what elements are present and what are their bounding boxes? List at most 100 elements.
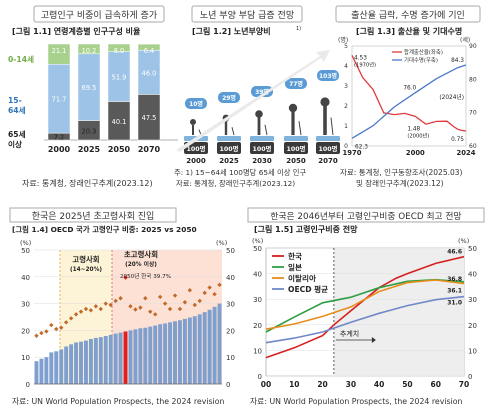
p1-value-elderly-2050: 40.1	[112, 118, 127, 126]
p1-value-working-2000: 71.7	[52, 96, 67, 104]
p4-bar-2025-6	[64, 346, 69, 384]
p2-base-label-2000: 100명	[187, 144, 206, 153]
p5-ytick-left-0: 0	[258, 373, 262, 381]
p2-xtick-2070: 2070	[318, 157, 338, 165]
p1-value-children-2050: 8.0	[114, 47, 125, 55]
p3-legend-label-0: 합계출산율(좌축)	[404, 48, 443, 56]
p3-legend-label-1: 기대수명(우축)	[404, 56, 438, 64]
p5-xtick-30: 30	[346, 380, 356, 389]
p4-diamond-2050-13	[98, 306, 103, 312]
p4-bar-2025-28	[173, 321, 177, 384]
p4-band-super-range: (20% 이상)	[125, 260, 157, 268]
p4-diamond-2050-20	[133, 307, 138, 312]
p2-xtick-2025: 2025	[219, 157, 239, 165]
p4-diamond-2050-32	[192, 302, 197, 308]
p5-xtick-20: 20	[317, 380, 327, 389]
p2-value-label-2050: 77명	[289, 80, 303, 88]
p2-person-head-2030	[255, 110, 263, 118]
p4-unit-left: (%)	[20, 239, 31, 247]
p2-platform-2070	[316, 136, 340, 141]
p2-base-2070	[316, 142, 340, 154]
panel-3-fig-label: [그림 1.3] 출산율 및 기대수명	[356, 26, 462, 36]
p2-xtick-2000: 2000	[186, 157, 206, 165]
panel-4-title: 한국은 2025년 초고령사회 진입	[32, 210, 155, 222]
p3-line-life-expectancy	[351, 64, 467, 139]
p4-bar-2025-23	[148, 326, 153, 384]
p4-bar-2025-34	[202, 312, 207, 384]
p4-ytick-right-0: 0	[226, 381, 230, 389]
p3-annotation-6: 0.75	[451, 137, 464, 143]
p3-line-fertility	[351, 55, 467, 132]
panel-5: 한국은 2046년부터 고령인구비중 OECD 최고 전망 [그림 1.5] 고…	[247, 207, 485, 406]
p4-bar-2025-37	[217, 303, 222, 384]
p5-xtick-10: 10	[289, 380, 299, 389]
p5-ytick-left-20: 20	[253, 322, 262, 330]
p2-bubble-2025	[218, 92, 240, 103]
panel-5-fig-label: [그림 1.5] 고령인구비중 전망	[254, 224, 358, 234]
panel-2-plot: 100명 10명 2000 100명 29명 2025 100명 39명 2030 100명 77명…	[184, 70, 340, 165]
p2-xtick-2030: 2030	[252, 157, 272, 165]
p4-bar-2025-26	[163, 323, 168, 384]
p4-diamond-2050-34	[202, 290, 207, 296]
p5-ytick-left-50: 50	[253, 245, 262, 253]
p4-ytick-left-50: 50	[21, 247, 30, 255]
p5-ytick-right-20: 20	[468, 322, 477, 330]
panel-1-source: 자료: 통계청, 장래인구추계(2023.12)	[22, 178, 153, 188]
p2-xtick-2050: 2050	[286, 157, 306, 165]
p4-diamond-2050-9	[78, 309, 84, 314]
p1-bar-children-2050	[107, 43, 131, 52]
p4-bar-2025-3	[49, 352, 54, 384]
p3-ytick-left-2: 2	[344, 103, 348, 110]
p4-diamond-2050-7	[68, 316, 74, 321]
p4-diamond-2050-16	[113, 298, 118, 304]
p4-diamond-2050-10	[83, 306, 89, 312]
p4-bar-2025-0	[34, 361, 39, 384]
p1-xtick-2050: 2050	[108, 145, 131, 154]
p4-diamond-2050-36	[212, 292, 217, 297]
p1-value-working-2025: 69.5	[82, 84, 97, 92]
p4-ytick-left-40: 40	[21, 274, 30, 282]
p4-ytick-right-40: 40	[226, 274, 235, 282]
p4-ytick-right-30: 30	[226, 301, 235, 309]
p4-diamond-2050-0	[34, 333, 39, 338]
p2-base-label-2070: 100명	[319, 144, 338, 153]
p4-bar-2025-8	[74, 342, 79, 384]
p4-bar-2025-31	[187, 317, 192, 384]
p4-bar-2025-18	[123, 331, 128, 384]
p3-ytick-left-3: 3	[344, 83, 348, 90]
p2-value-label-2025: 29명	[222, 94, 236, 102]
p3-left-unit: (명)	[338, 36, 348, 44]
p3-ytick-left-4: 4	[344, 63, 348, 70]
p4-bar-2025-36	[212, 306, 217, 384]
p5-estimate-shade	[333, 248, 464, 376]
p4-bar-2025-11	[88, 338, 93, 384]
p5-estimate-arrowhead	[371, 337, 376, 343]
p5-end-label-japan: 36.8	[447, 276, 462, 283]
p1-legend-working: 15-	[8, 96, 22, 105]
p2-base-label-2030: 100명	[253, 144, 272, 153]
p3-ytick-right-90: 90	[469, 43, 477, 50]
p4-bar-2025-4	[54, 351, 59, 384]
p3-annotation-3: 1.48	[407, 126, 420, 132]
p4-diamond-2050-8	[73, 312, 79, 317]
p4-band-super-label: 초고령사회	[124, 250, 158, 259]
p1-bar-children-2070	[137, 43, 161, 51]
panel-4-source: 자료: UN World Population Prospects, the 2…	[12, 397, 224, 406]
p4-bar-2025-16	[113, 333, 118, 384]
p4-diamond-2050-12	[93, 304, 99, 309]
p2-value-label-2000: 10명	[189, 100, 203, 108]
p2-base-label-2050: 100명	[287, 144, 306, 153]
p4-korea-2050-note: 2050년 한국 39.7%	[120, 272, 171, 280]
p5-end-label-korea: 46.6	[447, 249, 462, 256]
p1-legend-children: 0-14세	[8, 54, 34, 64]
p2-base-label-2025: 100명	[220, 144, 239, 153]
p1-bar-children-2025	[77, 43, 101, 55]
panel-4-fig-label: [그림 1.4] OECD 국가 고령인구 비중: 2025 vs 2050	[12, 225, 197, 234]
panel-1-fig-label: [그림 1.1] 연령계층별 인구구성 비율	[12, 26, 141, 36]
p5-ytick-right-50: 50	[468, 245, 477, 253]
p5-ytick-right-0: 0	[468, 373, 472, 381]
p5-legend-label-oecd: OECD 평균	[288, 284, 328, 294]
p4-bar-2025-27	[168, 322, 173, 384]
